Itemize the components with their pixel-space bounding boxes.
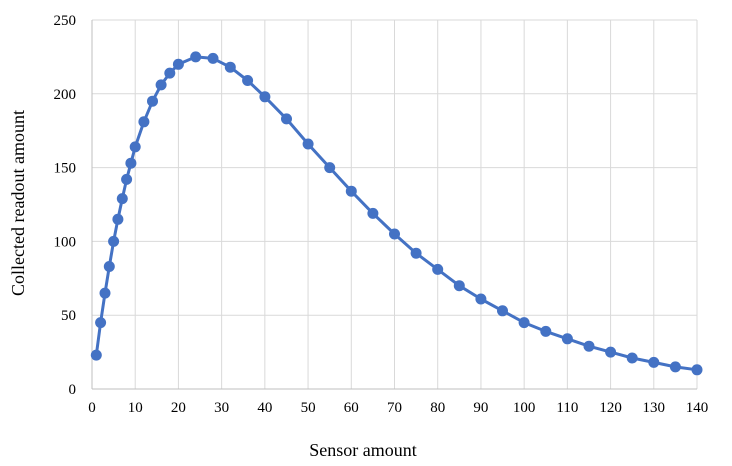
y-axis-title: Collected readout amount [8,110,28,296]
data-point [116,193,128,205]
x-tick-label: 140 [686,400,709,416]
y-tick-label: 250 [54,13,77,29]
grid-layer [92,19,698,389]
data-point [259,91,271,103]
tick-label-layer: 0 10 20 30 40 50 60 70 80 90 100 110 120 130 140 0 50 100… [54,13,709,416]
data-point [125,157,137,169]
x-tick-label: 0 [88,400,96,416]
x-tick-label: 30 [214,400,229,416]
data-point [691,364,703,376]
data-point [190,51,202,63]
data-point [497,305,508,317]
data-point [224,61,236,73]
x-tick-label: 110 [556,400,578,416]
y-tick-label: 150 [54,161,77,177]
data-point [242,75,254,86]
x-tick-label: 20 [171,400,186,416]
x-tick-label: 50 [301,400,316,416]
x-tick-label: 10 [128,400,143,416]
data-point [90,349,102,361]
data-point [129,141,141,153]
y-tick-label: 100 [54,234,77,250]
series-line [94,55,698,372]
x-tick-label: 130 [643,400,666,416]
data-point [112,213,124,225]
data-point [605,346,617,358]
data-point [138,116,150,128]
data-point [518,317,530,329]
x-axis-title: Sensor amount [309,440,417,460]
data-point [155,79,167,91]
x-tick-label: 70 [387,400,402,416]
data-point [108,235,120,247]
y-tick-label: 0 [69,382,77,398]
y-tick-label: 200 [54,87,77,103]
axis-layer [91,20,697,390]
data-point [626,352,638,364]
data-point [103,261,115,272]
x-tick-label: 100 [513,400,536,416]
x-tick-label: 60 [344,400,359,416]
data-point [207,52,219,64]
data-point [95,317,107,329]
data-point [345,185,357,197]
data-point [367,207,379,219]
data-point [669,361,681,373]
x-tick-label: 80 [430,400,445,416]
data-point [121,173,133,185]
data-point [281,113,292,125]
series-layer [90,51,703,376]
data-point [453,280,465,292]
data-point [410,247,422,259]
data-point [648,356,660,368]
data-point [475,293,487,305]
data-point [302,138,314,150]
data-point [324,162,336,174]
data-point [172,58,184,70]
data-point [99,287,111,299]
x-tick-label: 120 [599,400,622,416]
data-point [147,95,158,107]
x-tick-label: 90 [473,400,488,416]
data-point [540,325,552,337]
x-tick-label: 40 [257,400,272,416]
data-point [583,340,595,352]
data-point [389,228,400,240]
data-point [561,333,573,345]
data-point [432,263,444,275]
y-tick-label: 50 [61,308,76,324]
data-point [164,67,176,79]
